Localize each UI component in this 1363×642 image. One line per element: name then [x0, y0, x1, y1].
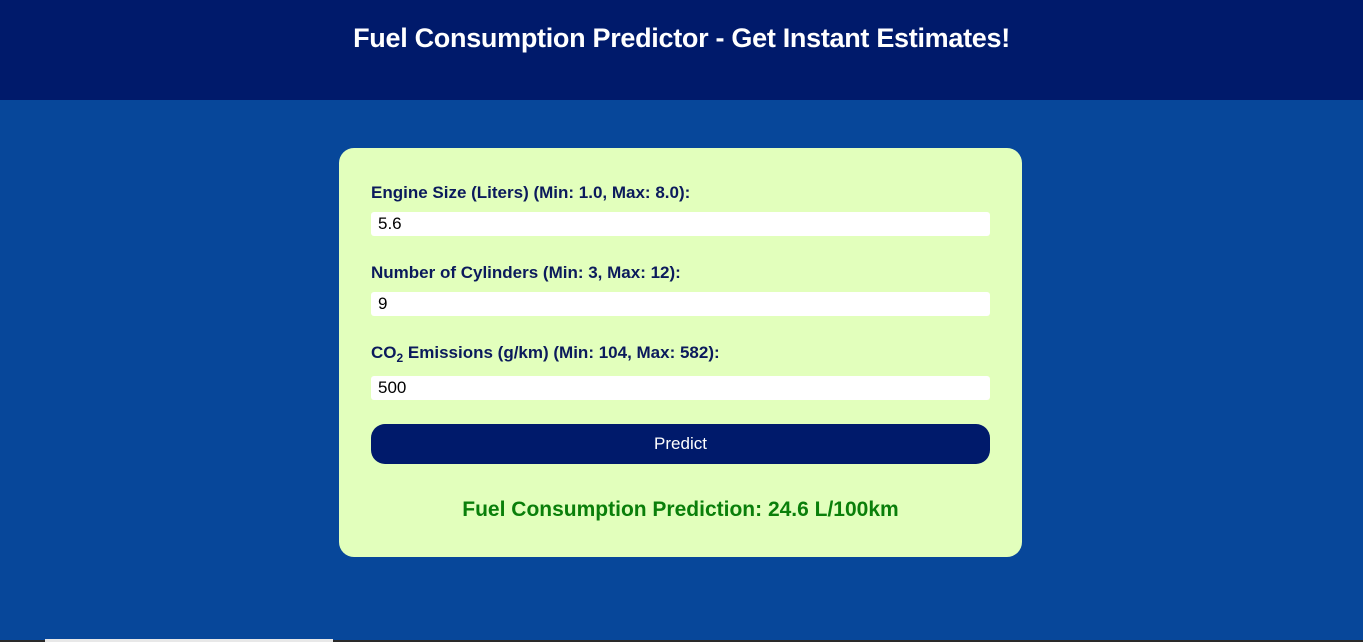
cylinders-label: Number of Cylinders (Min: 3, Max: 12):	[371, 263, 681, 282]
co2-emissions-input[interactable]	[371, 376, 990, 400]
bottom-divider	[0, 640, 1363, 642]
prediction-form-card: Engine Size (Liters) (Min: 1.0, Max: 8.0…	[339, 148, 1022, 557]
cylinders-input[interactable]	[371, 292, 990, 316]
page-header: Fuel Consumption Predictor - Get Instant…	[0, 0, 1363, 100]
engine-size-input[interactable]	[371, 212, 990, 236]
co2-label-subscript: 2	[396, 351, 404, 365]
bottom-scroll-indicator	[45, 639, 333, 642]
page-title: Fuel Consumption Predictor - Get Instant…	[353, 22, 1010, 53]
predict-button[interactable]: Predict	[371, 424, 990, 464]
co2-label-prefix: CO	[371, 343, 397, 362]
engine-size-label: Engine Size (Liters) (Min: 1.0, Max: 8.0…	[371, 183, 691, 202]
prediction-result: Fuel Consumption Prediction: 24.6 L/100k…	[462, 498, 899, 521]
co2-emissions-label: CO2 Emissions (g/km) (Min: 104, Max: 582…	[371, 343, 720, 365]
co2-label-suffix: Emissions (g/km) (Min: 104, Max: 582):	[403, 343, 720, 362]
